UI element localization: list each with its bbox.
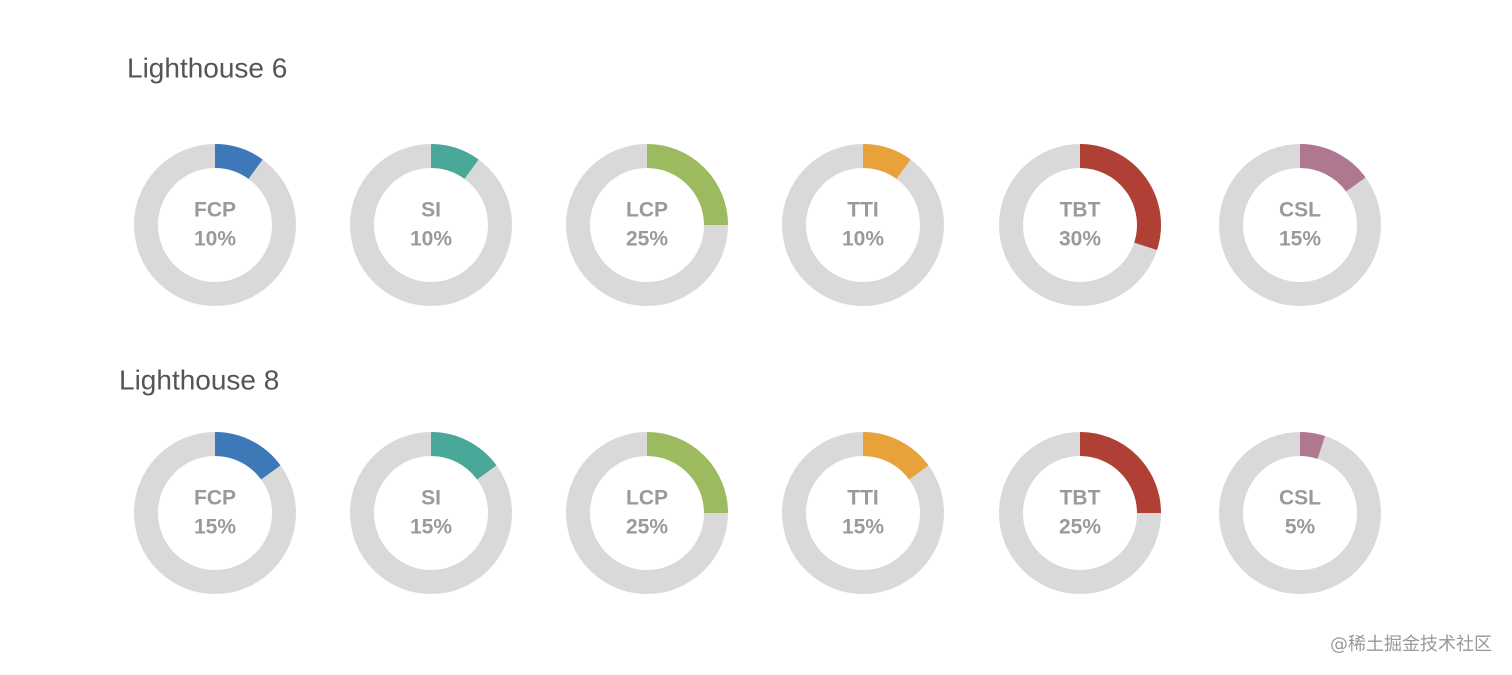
category-label: FCP [194, 487, 236, 510]
value-label: 15% [1279, 228, 1321, 251]
donut-track [1219, 432, 1381, 594]
donut-segment [862, 432, 929, 480]
donut-segment [646, 432, 728, 514]
value-label: 30% [1059, 228, 1101, 251]
donut-segment [1299, 432, 1326, 459]
donut-segment [1079, 432, 1161, 514]
donut-segment [430, 144, 479, 180]
donut-segment [646, 144, 728, 226]
category-label: CSL [1279, 487, 1321, 510]
donut-track [350, 144, 512, 306]
donut-segment [430, 432, 497, 480]
donut-track [134, 144, 296, 306]
category-label: SI [421, 199, 441, 222]
value-label: 15% [194, 516, 236, 539]
value-label: 10% [410, 228, 452, 251]
chart-title: Lighthouse 6 [127, 52, 287, 83]
category-label: FCP [194, 199, 236, 222]
category-label: SI [421, 487, 441, 510]
donut-segment [214, 432, 281, 480]
value-label: 25% [626, 516, 668, 539]
category-label: TTI [847, 199, 879, 222]
donut-segment [1299, 144, 1366, 192]
value-label: 25% [626, 228, 668, 251]
category-label: LCP [626, 487, 668, 510]
category-label: LCP [626, 199, 668, 222]
donut-segment [862, 144, 911, 180]
chart-title: Lighthouse 8 [119, 364, 279, 395]
value-label: 15% [410, 516, 452, 539]
value-label: 10% [194, 228, 236, 251]
category-label: TBT [1060, 199, 1101, 222]
value-label: 25% [1059, 516, 1101, 539]
category-label: CSL [1279, 199, 1321, 222]
watermark: @稀土掘金技术社区 [1330, 634, 1492, 655]
value-label: 10% [842, 228, 884, 251]
value-label: 5% [1285, 516, 1316, 539]
value-label: 15% [842, 516, 884, 539]
category-label: TTI [847, 487, 879, 510]
donut-track [782, 144, 944, 306]
donut-segment [214, 144, 263, 180]
category-label: TBT [1060, 487, 1101, 510]
donut-segment [1079, 144, 1161, 251]
